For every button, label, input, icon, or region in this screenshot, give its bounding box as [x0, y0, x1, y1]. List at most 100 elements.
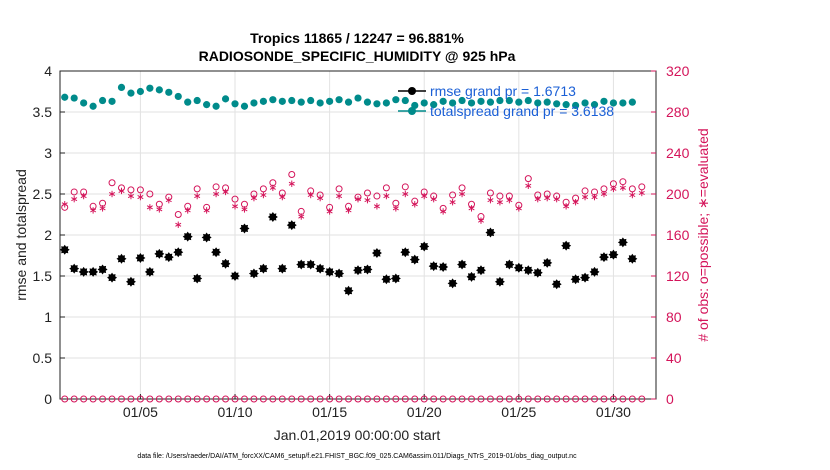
totalspread-point	[524, 96, 532, 105]
possible_zero-point	[155, 395, 163, 403]
totalspread-point	[515, 98, 523, 106]
legend: rmse grand pr = 1.6713 totalspread grand…	[398, 83, 614, 119]
possible-point	[108, 179, 116, 187]
possible_zero-point	[382, 395, 390, 403]
evaluated-point	[241, 206, 248, 213]
y-left-tick-label: 0	[44, 391, 52, 407]
y-right-tick-label: 40	[666, 350, 682, 366]
rmse-point	[409, 254, 420, 265]
right-y-axis-ticks: 0 40 80 120 160 200 240 280 320	[651, 63, 690, 407]
rmse-point	[305, 259, 316, 270]
legend-rmse-marker	[408, 87, 416, 95]
evaluated-point	[468, 205, 475, 212]
possible_zero-point	[411, 395, 419, 403]
possible_zero-point	[335, 395, 343, 403]
y-right-tick-label: 240	[666, 145, 690, 161]
rmse-point	[390, 273, 401, 284]
totalspread-point	[221, 95, 230, 103]
evaluated-point	[534, 195, 541, 203]
y-left-tick-label: 1.5	[33, 268, 53, 284]
rmse-point	[570, 274, 581, 285]
totalspread-point	[335, 96, 343, 104]
possible_zero-point	[288, 395, 296, 403]
evaluated-point	[600, 190, 608, 198]
evaluated-point	[440, 208, 447, 215]
rmse-point	[513, 262, 524, 273]
totalspread-point	[80, 99, 88, 107]
rmse-point	[334, 268, 345, 279]
evaluated-point	[459, 190, 466, 198]
rmse-point	[353, 265, 363, 276]
evaluated-point	[222, 188, 229, 196]
left-y-axis-ticks: 0 0.5 1 1.5 2 2.5 3 3.5 4	[33, 63, 65, 407]
possible-point	[259, 185, 267, 193]
evaluated-point	[591, 193, 598, 201]
rmse-point	[428, 261, 439, 272]
totalspread-point	[581, 99, 589, 107]
rmse-point	[457, 259, 468, 270]
possible_zero-point	[184, 395, 192, 403]
y-right-tick-label: 80	[666, 309, 682, 325]
possible_zero-point	[534, 395, 542, 403]
evaluated-point	[477, 217, 485, 224]
possible_zero-point	[581, 395, 589, 403]
totalspread-point	[127, 89, 135, 97]
possible_zero-point	[591, 395, 599, 403]
rmse-point	[154, 248, 165, 259]
possible-point	[619, 178, 627, 186]
rmse-point	[97, 264, 108, 275]
evaluated-point	[146, 204, 153, 211]
rmse-point	[211, 247, 222, 258]
totalspread-point	[108, 97, 116, 105]
rmse-point	[144, 266, 155, 277]
totalspread-point	[165, 88, 173, 96]
possible-point	[382, 184, 390, 192]
totalspread-point	[477, 97, 485, 105]
y-left-tick-label: 3	[44, 145, 52, 161]
y-left-tick-label: 2	[44, 227, 52, 243]
possible_zero-point	[354, 395, 362, 403]
x-tick-label: 01/30	[596, 404, 631, 420]
possible_zero-point	[222, 395, 230, 403]
possible_zero-point	[477, 395, 485, 403]
possible_zero-point	[89, 395, 97, 403]
totalspread-point	[326, 97, 334, 105]
totalspread-point	[89, 102, 97, 110]
y-left-tick-label: 3.5	[33, 104, 53, 120]
evaluated-point	[317, 194, 324, 202]
y-right-tick-label: 280	[666, 104, 690, 120]
totalspread-point	[628, 98, 636, 106]
totalspread-point	[467, 99, 476, 107]
evaluated-point	[373, 203, 380, 210]
totalspread-point	[609, 99, 618, 107]
totalspread-point	[70, 94, 78, 102]
totalspread-point	[184, 98, 192, 106]
possible_zero-point	[363, 395, 371, 403]
possible-point	[193, 185, 201, 193]
evaluated-point	[572, 199, 579, 206]
evaluated-point	[411, 201, 418, 208]
chart-subtitle: RADIOSONDE_SPECIFIC_HUMIDITY @ 925 hPa	[199, 48, 516, 64]
x-tick-label: 01/25	[501, 404, 536, 420]
y-right-tick-label: 160	[666, 227, 690, 243]
totalspread-point	[98, 96, 107, 105]
possible-point	[401, 183, 409, 191]
rmse-point	[400, 247, 411, 258]
evaluated-point	[250, 194, 257, 202]
totalspread-point	[259, 97, 267, 105]
rmse-point	[551, 279, 562, 290]
rmse-point	[107, 272, 118, 283]
possible-point	[288, 171, 296, 179]
evaluated-point	[610, 185, 617, 193]
totalspread-point	[430, 101, 438, 109]
totalspread-point	[250, 99, 258, 107]
data-points	[59, 83, 646, 403]
evaluated-point	[449, 199, 456, 206]
possible_zero-point	[496, 395, 504, 403]
evaluated-point	[203, 207, 210, 214]
rmse-point	[419, 241, 430, 252]
totalspread-point	[401, 96, 409, 105]
possible-point	[136, 186, 144, 194]
possible_zero-point	[203, 395, 211, 403]
